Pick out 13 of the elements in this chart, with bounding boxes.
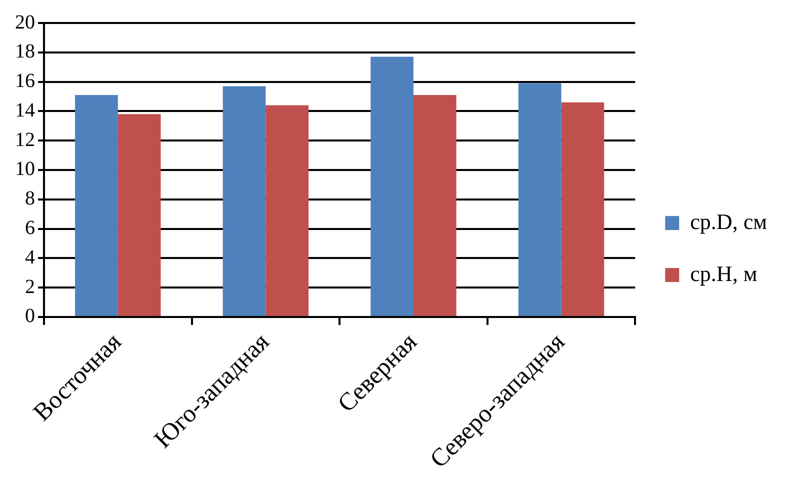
y-tick-label: 18	[15, 40, 35, 63]
y-tick-label: 6	[25, 217, 35, 240]
y-tick-label: 10	[15, 158, 35, 180]
y-tick-label: 4	[25, 246, 35, 268]
y-tick-label: 12	[15, 128, 35, 151]
y-tick-label: 16	[15, 70, 35, 92]
y-tick-label: 0	[25, 305, 35, 328]
y-tick-label: 8	[25, 188, 35, 210]
legend-label: ср.H, м	[690, 260, 758, 286]
legend-label: ср.D, см	[690, 208, 768, 234]
y-tick-label: 14	[15, 99, 35, 122]
y-tick-label: 20	[15, 11, 35, 34]
y-tick-label: 2	[25, 276, 35, 298]
